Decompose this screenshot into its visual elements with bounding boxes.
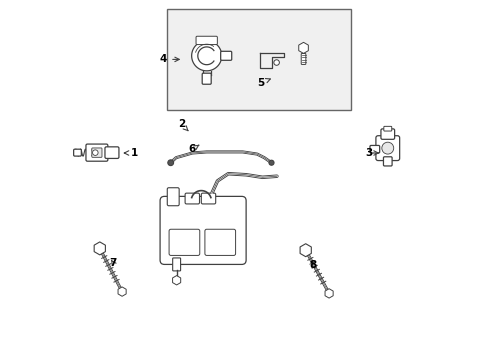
FancyBboxPatch shape: [204, 229, 235, 256]
Circle shape: [92, 150, 98, 156]
Text: 2: 2: [178, 119, 188, 131]
Bar: [167, 9, 350, 110]
FancyBboxPatch shape: [185, 193, 199, 204]
Text: 7: 7: [109, 258, 117, 268]
Text: 1: 1: [124, 148, 138, 158]
Text: 5: 5: [257, 78, 270, 88]
Circle shape: [167, 160, 173, 166]
FancyBboxPatch shape: [369, 145, 379, 153]
FancyBboxPatch shape: [172, 258, 180, 271]
FancyBboxPatch shape: [86, 144, 108, 161]
FancyBboxPatch shape: [301, 54, 305, 64]
Text: 8: 8: [308, 260, 316, 270]
FancyBboxPatch shape: [74, 149, 81, 156]
FancyBboxPatch shape: [383, 126, 391, 131]
Polygon shape: [191, 41, 221, 71]
Text: 3: 3: [365, 148, 378, 158]
FancyBboxPatch shape: [92, 148, 102, 157]
FancyBboxPatch shape: [196, 36, 217, 45]
FancyBboxPatch shape: [105, 147, 119, 158]
Text: 6: 6: [188, 144, 199, 154]
FancyBboxPatch shape: [383, 157, 391, 166]
Circle shape: [381, 142, 393, 154]
Circle shape: [268, 160, 273, 165]
FancyBboxPatch shape: [380, 129, 394, 139]
Text: 4: 4: [160, 54, 179, 64]
FancyBboxPatch shape: [375, 136, 399, 161]
FancyBboxPatch shape: [169, 229, 200, 256]
Circle shape: [273, 60, 279, 65]
FancyBboxPatch shape: [160, 197, 245, 264]
FancyBboxPatch shape: [201, 193, 215, 204]
FancyBboxPatch shape: [220, 51, 231, 60]
FancyBboxPatch shape: [202, 73, 211, 84]
FancyBboxPatch shape: [167, 188, 179, 206]
